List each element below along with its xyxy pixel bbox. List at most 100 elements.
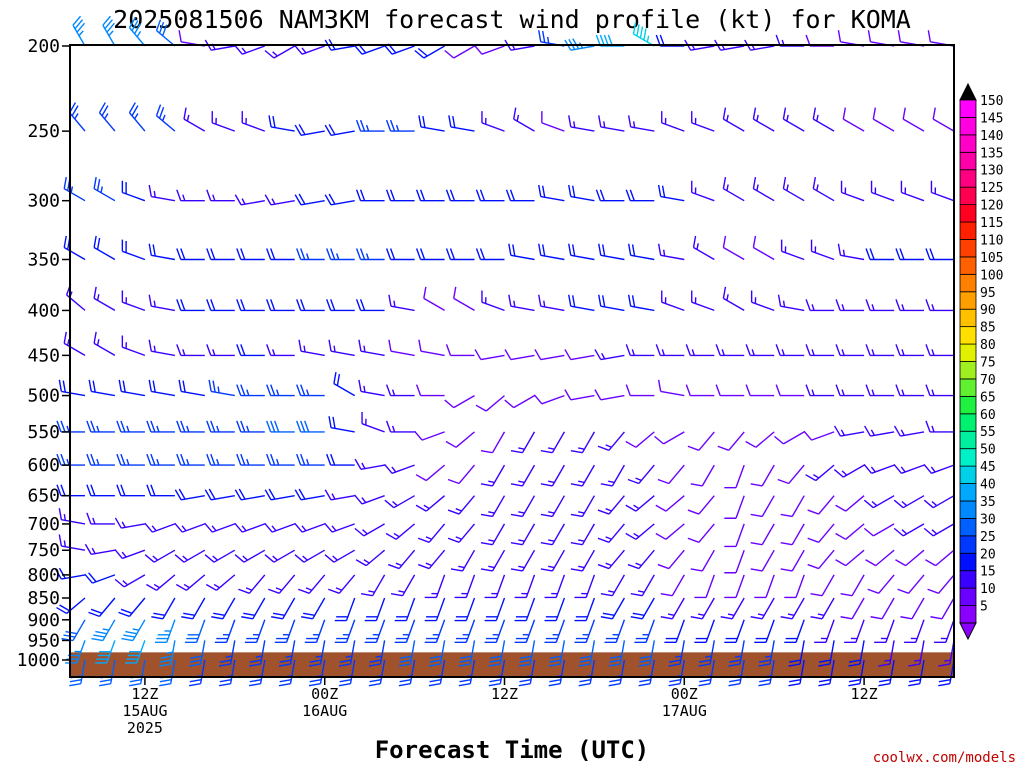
barb-shaft <box>480 354 505 361</box>
barb-flag <box>484 641 497 644</box>
barb-half-flag <box>306 458 310 466</box>
wind-barb <box>834 425 865 437</box>
barb-flag <box>715 384 721 396</box>
barb-flag <box>655 344 661 356</box>
wind-barb <box>655 523 685 540</box>
barb-flag <box>458 663 471 667</box>
barb-flag <box>144 522 153 533</box>
barb-flag <box>938 679 951 683</box>
y-tick-label: 1000 <box>17 650 60 671</box>
barb-flag <box>384 499 395 509</box>
wind-barb <box>864 425 895 437</box>
barb-shaft <box>301 45 325 55</box>
wind-barb <box>657 549 685 570</box>
barb-shaft <box>735 574 745 598</box>
barb-half-flag <box>756 184 759 191</box>
barb-half-flag <box>186 114 190 122</box>
barb-flag <box>489 659 502 663</box>
barb-flag <box>512 244 516 257</box>
barb-shaft <box>420 350 445 357</box>
barb-shaft <box>889 659 895 684</box>
barb-shaft <box>585 574 596 598</box>
barb-flag <box>86 453 92 466</box>
barb-shaft <box>735 619 745 643</box>
barb-flag <box>96 658 109 660</box>
barb-flag <box>698 663 711 667</box>
wind-barb <box>384 495 415 509</box>
barb-shaft <box>61 519 86 525</box>
barb-flag <box>309 659 322 663</box>
barb-flag <box>454 596 467 599</box>
colorbar-swatch <box>959 326 977 345</box>
barb-flag <box>210 420 216 433</box>
barb-flag <box>728 682 741 687</box>
barb-flag <box>388 339 392 352</box>
barb-flag <box>176 344 182 356</box>
barb-half-flag <box>518 480 525 484</box>
barb-flag <box>609 655 622 659</box>
barb-flag <box>509 189 516 201</box>
x-tick-label: 12Z <box>851 685 878 703</box>
wind-barb <box>848 640 865 667</box>
barb-shaft <box>821 574 835 597</box>
barb-half-flag <box>395 124 400 132</box>
barb-flag <box>369 679 382 683</box>
wind-barb <box>458 640 476 667</box>
barb-flag <box>88 611 100 618</box>
wind-barb <box>236 453 265 466</box>
wind-barb <box>475 189 505 202</box>
barb-flag <box>548 682 561 687</box>
barb-flag <box>296 384 302 396</box>
barb-flag <box>385 532 397 540</box>
barb-half-flag <box>914 659 921 662</box>
barb-shaft <box>795 619 805 643</box>
barb-flag <box>394 619 407 622</box>
wind-barb <box>684 39 715 51</box>
wind-barb <box>758 640 775 667</box>
wind-barb <box>544 619 566 644</box>
barb-half-flag <box>246 389 250 396</box>
barb-flag <box>264 49 275 59</box>
wind-barb <box>805 299 835 312</box>
wind-barb <box>597 523 625 543</box>
barb-shaft <box>842 118 865 132</box>
barb-flag <box>161 24 168 36</box>
barb-flag <box>424 641 437 644</box>
barb-flag <box>848 663 861 667</box>
wind-barb <box>805 384 835 397</box>
barb-half-flag <box>871 500 878 507</box>
barb-flag <box>627 243 632 256</box>
barb-flag <box>930 180 933 193</box>
barb-flag <box>234 44 243 55</box>
wind-barb <box>568 243 595 261</box>
barb-shaft <box>829 640 835 665</box>
wind-barb <box>625 495 655 512</box>
barb-shaft <box>902 118 925 132</box>
barb-flag <box>578 682 591 687</box>
wind-barb <box>268 574 296 594</box>
barb-flag <box>444 399 455 409</box>
barb-flag <box>865 384 871 396</box>
barb-flag <box>126 658 139 660</box>
barb-flag <box>246 637 258 640</box>
wind-barb <box>118 379 146 397</box>
barb-flag <box>807 537 819 543</box>
barb-shaft <box>390 350 415 357</box>
wind-barb <box>234 44 266 55</box>
wind-barb <box>544 597 566 622</box>
barb-shaft <box>559 640 566 665</box>
wind-barb <box>660 574 685 597</box>
barb-flag <box>455 637 468 640</box>
barb-shaft <box>185 574 206 591</box>
wind-barb <box>418 115 445 132</box>
barb-flag <box>326 453 332 466</box>
barb-shaft <box>859 640 865 665</box>
barb-flag <box>214 641 227 644</box>
wind-barb <box>745 431 775 448</box>
barb-flag <box>549 679 562 683</box>
barb-flag <box>635 637 648 640</box>
barb-flag <box>274 641 287 644</box>
wind-barb <box>385 119 415 132</box>
barb-flag <box>418 115 422 128</box>
barb-flag <box>157 634 170 636</box>
